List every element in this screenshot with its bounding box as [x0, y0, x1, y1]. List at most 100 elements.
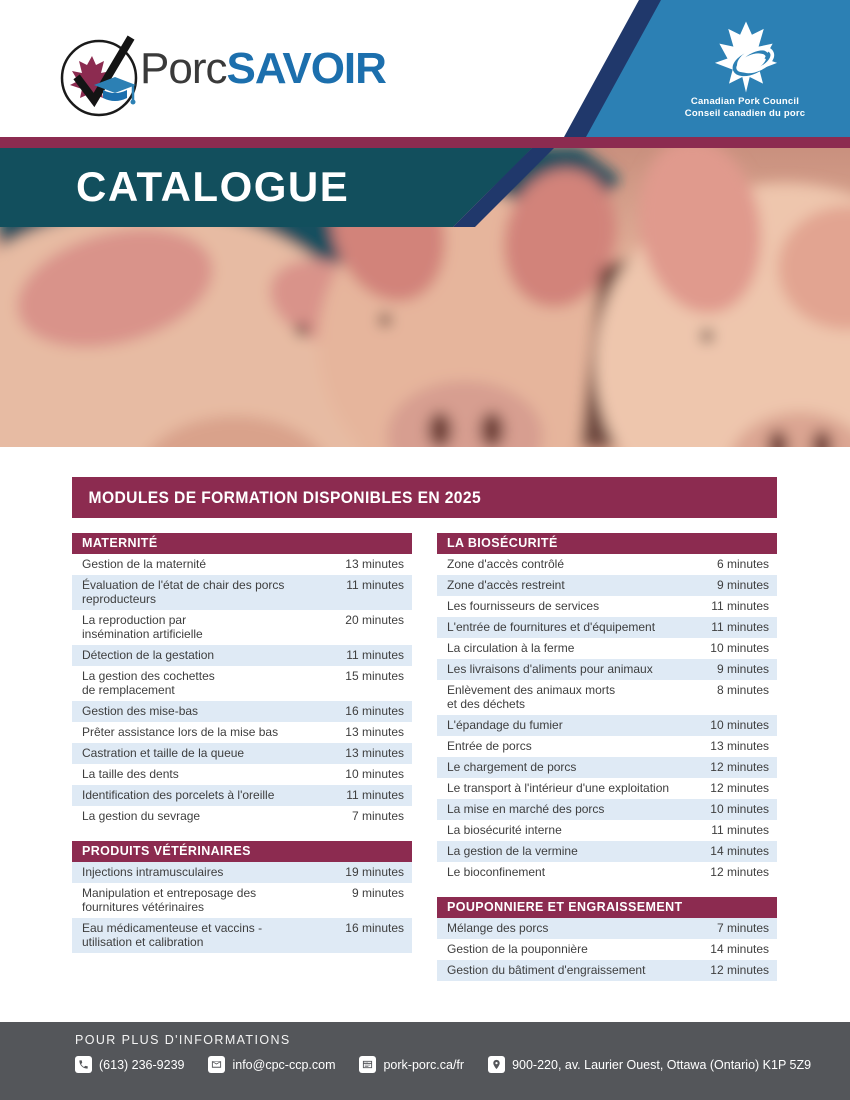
- module-duration: 11 minutes: [711, 599, 769, 613]
- module-duration: 7 minutes: [351, 809, 404, 823]
- catalogue-banner-background: [0, 148, 532, 227]
- module-duration: 9 minutes: [351, 886, 404, 900]
- catalogue-title: CATALOGUE: [76, 163, 350, 210]
- contact-email-text: info@cpc-ccp.com: [232, 1057, 336, 1072]
- table-row: Les livraisons d'aliments pour animaux 9 …: [437, 659, 777, 680]
- module-label: La mise en marché des porcs: [447, 802, 605, 816]
- module-label: Gestion de la pouponnière: [447, 942, 588, 956]
- table-row: L'épandage du fumier 10 minutes: [437, 715, 777, 736]
- table-row: La circulation à la ferme 10 minutes: [437, 638, 777, 659]
- module-duration: 12 minutes: [710, 760, 769, 774]
- module-label: La taille des dents: [82, 767, 179, 781]
- module-label: Eau médicamenteuse et vaccins - utilisat…: [82, 921, 263, 949]
- table-header: POUPONNIERE ET ENGRAISSEMENT: [437, 897, 777, 918]
- table-row: Zone d'accès contrôlé 6 minutes: [437, 554, 777, 575]
- location-icon: [488, 1056, 506, 1073]
- table-row: Eau médicamenteuse et vaccins - utilisat…: [72, 918, 412, 953]
- table-row: L'entrée de fournitures et d'équipement 1…: [437, 617, 777, 638]
- section-title-bar: MODULES DE FORMATION DISPONIBLES EN 2025: [72, 477, 777, 518]
- contact-website-text: pork-porc.ca/fr: [383, 1057, 465, 1072]
- column-right: LA BIOSÉCURITÉ Zone d'accès contrôlé 6 min…: [437, 533, 777, 981]
- logo-text-porc: Porc: [140, 44, 227, 93]
- footer-contacts: (613) 236-9239 info@cpc-ccp.com pork-por…: [75, 1056, 811, 1073]
- module-duration: 11 minutes: [711, 823, 769, 837]
- module-label: Injections intramusculaires: [82, 865, 224, 879]
- table-row: La gestion des cochettes de remplacement…: [72, 666, 412, 701]
- module-duration: 11 minutes: [346, 788, 404, 802]
- table-row: La biosécurité interne 11 minutes: [437, 820, 777, 841]
- contact-address-text: 900-220, av. Laurier Ouest, Ottawa (Onta…: [512, 1057, 812, 1072]
- module-duration: 11 minutes: [346, 648, 404, 662]
- module-label: Le chargement de porcs: [447, 760, 577, 774]
- module-label: L'épandage du fumier: [447, 718, 563, 732]
- table-row: Enlèvement des animaux morts et des déch…: [437, 680, 777, 715]
- module-label: La circulation à la ferme: [447, 641, 575, 655]
- table-header: PRODUITS VÉTÉRINAIRES: [72, 841, 412, 862]
- module-label: Enlèvement des animaux morts et des déch…: [447, 683, 616, 711]
- module-label: Castration et taille de la queue: [82, 746, 245, 760]
- module-duration: 16 minutes: [345, 704, 404, 718]
- module-table: POUPONNIERE ET ENGRAISSEMENT Mélange des …: [437, 897, 777, 981]
- footer: POUR PLUS D'INFORMATIONS (613) 236-9239 …: [0, 1022, 850, 1100]
- module-label: Entrée de porcs: [447, 739, 532, 753]
- module-duration: 11 minutes: [346, 578, 404, 592]
- section-title: MODULES DE FORMATION DISPONIBLES EN 2025: [88, 488, 482, 507]
- table-row: Gestion de la maternité 13 minutes: [72, 554, 412, 575]
- module-duration: 10 minutes: [710, 718, 769, 732]
- module-duration: 8 minutes: [716, 683, 769, 697]
- module-duration: 13 minutes: [345, 557, 404, 571]
- table-row: La mise en marché des porcs 10 minutes: [437, 799, 777, 820]
- module-duration: 9 minutes: [716, 578, 769, 592]
- module-duration: 11 minutes: [711, 620, 769, 634]
- table-header: LA BIOSÉCURITÉ: [437, 533, 777, 554]
- council-text: Canadian Pork Council Conseil canadien d…: [655, 96, 835, 120]
- module-duration: 6 minutes: [716, 557, 769, 571]
- website-icon: [359, 1056, 377, 1073]
- module-label: Zone d'accès contrôlé: [447, 557, 565, 571]
- table-row: Injections intramusculaires 19 minutes: [72, 862, 412, 883]
- table-row: Gestion du bâtiment d'engraissement 12 mi…: [437, 960, 777, 981]
- module-duration: 10 minutes: [710, 641, 769, 655]
- module-duration: 13 minutes: [710, 739, 769, 753]
- email-icon: [208, 1056, 226, 1073]
- module-duration: 20 minutes: [345, 613, 404, 627]
- table-header: MATERNITÉ: [72, 533, 412, 554]
- module-label: Détection de la gestation: [82, 648, 215, 662]
- table-row: La taille des dents 10 minutes: [72, 764, 412, 785]
- module-label: Manipulation et entreposage des fournitu…: [82, 886, 257, 914]
- contact-email: info@cpc-ccp.com: [208, 1056, 335, 1073]
- canadian-pork-council-icon: [714, 21, 778, 93]
- module-duration: 15 minutes: [345, 669, 404, 683]
- table-row: Les fournisseurs de services 11 minutes: [437, 596, 777, 617]
- table-row: Détection de la gestation 11 minutes: [72, 645, 412, 666]
- module-duration: 13 minutes: [345, 746, 404, 760]
- contact-address: 900-220, av. Laurier Ouest, Ottawa (Onta…: [488, 1056, 811, 1073]
- contact-phone-text: (613) 236-9239: [99, 1057, 185, 1072]
- module-duration: 12 minutes: [710, 781, 769, 795]
- council-line2: Conseil canadien du porc: [684, 108, 806, 119]
- module-table: PRODUITS VÉTÉRINAIRES Injections intramus…: [72, 841, 412, 953]
- module-label: Les livraisons d'aliments pour animaux: [447, 662, 653, 676]
- contact-phone: (613) 236-9239: [75, 1056, 184, 1073]
- table-row: La reproduction par insémination artific…: [72, 610, 412, 645]
- table-row: Prêter assistance lors de la mise bas 13 …: [72, 722, 412, 743]
- module-label: La gestion des cochettes de remplacement: [82, 669, 215, 697]
- module-duration: 14 minutes: [710, 844, 769, 858]
- footer-heading: POUR PLUS D'INFORMATIONS: [75, 1033, 291, 1047]
- module-label: Mélange des porcs: [447, 921, 549, 935]
- module-duration: 16 minutes: [345, 921, 404, 935]
- module-label: La biosécurité interne: [447, 823, 562, 837]
- table-row: La gestion de la vermine 14 minutes: [437, 841, 777, 862]
- table-row: Le bioconfinement 12 minutes: [437, 862, 777, 883]
- module-label: Le bioconfinement: [447, 865, 546, 879]
- table-row: Mélange des porcs 7 minutes: [437, 918, 777, 939]
- module-label: Gestion du bâtiment d'engraissement: [447, 963, 646, 977]
- table-row: Zone d'accès restreint 9 minutes: [437, 575, 777, 596]
- table-row: Castration et taille de la queue 13 minut…: [72, 743, 412, 764]
- table-row: Gestion de la pouponnière 14 minutes: [437, 939, 777, 960]
- module-label: La gestion du sevrage: [82, 809, 201, 823]
- module-label: L'entrée de fournitures et d'équipement: [447, 620, 656, 634]
- header: PorcSAVOIR Canadian Pork Council Conseil…: [0, 0, 850, 137]
- column-left: MATERNITÉ Gestion de la maternité 13 minut…: [72, 533, 412, 953]
- table-row: Le transport à l'intérieur d'une exploit…: [437, 778, 777, 799]
